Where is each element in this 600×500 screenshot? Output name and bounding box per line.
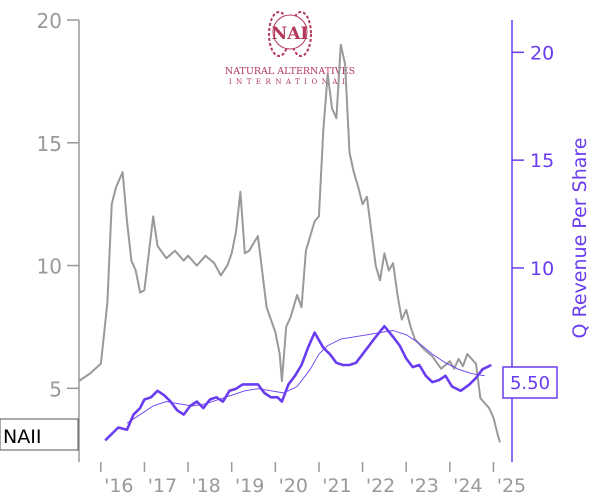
x-axis-tick-label: '24 [453,475,482,497]
revenue-line [104,324,492,442]
x-axis-tick-label: '16 [104,475,133,497]
x-axis-tick-label: '20 [279,475,308,497]
right-axis-title: Q Revenue Per Share [569,138,591,339]
logo-monogram: NAI [272,24,309,44]
left-axis-tick-label: 5 [49,377,62,401]
left-axis-tick-label: 15 [37,132,62,156]
last-value-text: 5.50 [510,373,550,394]
x-axis-tick-label: '19 [235,475,264,497]
right-axis-tick-label: 20 [530,42,554,64]
logo-name-line1: NATURAL ALTERNATIVES [225,66,355,77]
last-value-box [502,366,558,399]
price-line [78,43,501,443]
x-axis-tick-label: '22 [366,475,395,497]
ticker-label-text: NAII [3,426,41,448]
right-axis-tick-label: 10 [530,258,554,280]
left-axis-tick-label: 10 [37,255,62,279]
ticker-label: NAII [0,418,79,451]
x-axis-tick-label: '18 [191,475,220,497]
left-axis-tick-label: 20 [37,9,62,33]
company-logo: NAI NATURAL ALTERNATIVES INTERNATIONAL [225,11,355,86]
x-axis-tick-label: '17 [148,475,177,497]
x-axis-ticks: '16 '17 '18 '19 '20 '21 '22 '23 '24 '25 [100,462,526,497]
x-axis-tick-label: '25 [497,475,526,497]
last-value-label: 5.50 [502,366,558,399]
logo-name-line2: INTERNATIONAL [229,78,351,86]
revenue-average-line [126,330,485,424]
x-axis-tick-label: '21 [322,475,351,497]
x-axis-tick-label: '23 [409,475,438,497]
ticker-label-box [0,418,79,451]
logo-emblem [272,14,308,50]
series-layer [78,43,501,443]
right-axis-tick-label: 15 [530,150,554,172]
left-axis-ticks: 5 10 15 20 [37,9,79,401]
